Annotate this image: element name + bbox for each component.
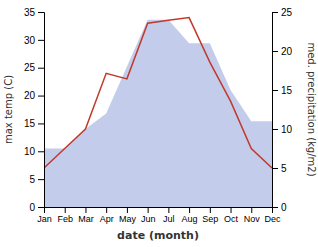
- axis-line: [38, 13, 45, 208]
- tick-mark: [210, 207, 211, 213]
- x-axis-title: date (month): [117, 229, 199, 242]
- tick-mark: [148, 207, 149, 213]
- tick-label: 10: [281, 124, 293, 135]
- tick-label: 30: [24, 35, 36, 46]
- tick-label: 25: [281, 7, 293, 18]
- tick-mark: [106, 207, 107, 213]
- marks: [44, 18, 272, 207]
- plot: JanFebMarAprMayJunJulAugSepOctNovDec0510…: [24, 7, 293, 225]
- chart: JanFebMarAprMayJunJulAugSepOctNovDec0510…: [0, 0, 318, 247]
- tick-label: 20: [24, 90, 36, 101]
- tick-mark: [38, 96, 44, 97]
- y2-axis: 0 5 10 15 20 25: [272, 7, 293, 213]
- tick-mark: [38, 207, 44, 208]
- tick-mark: [272, 51, 278, 52]
- tick: 5: [29, 174, 44, 185]
- area: [44, 20, 272, 207]
- y2-axis-title: med. precipitation (kg/m2): [306, 42, 317, 176]
- tick-mark: [272, 129, 278, 130]
- tick-mark: [38, 40, 44, 41]
- tick-mark: [168, 207, 169, 213]
- axis-line: [273, 13, 279, 208]
- tick-mark: [38, 151, 44, 152]
- tick: Sep: [202, 207, 218, 224]
- tick-label: Dec: [264, 214, 281, 224]
- tick-mark: [231, 207, 232, 213]
- tick: Mar: [78, 207, 94, 224]
- tick-mark: [38, 123, 44, 124]
- tick-mark: [65, 207, 66, 213]
- tick: Feb: [57, 207, 73, 224]
- tick-mark: [272, 12, 278, 13]
- tick-mark: [38, 68, 44, 69]
- tick-mark: [38, 12, 44, 13]
- y-axis: 0 5 10 15 20 25 30 35: [24, 7, 45, 213]
- tick: Apr: [100, 207, 114, 224]
- axis-line: [45, 208, 273, 214]
- tick: 10: [272, 124, 293, 135]
- tick-label: 25: [24, 62, 36, 73]
- tick-mark: [189, 207, 190, 213]
- tick: 20: [24, 90, 44, 101]
- tick-mark: [85, 207, 86, 213]
- tick-mark: [272, 207, 278, 208]
- tick-label: 5: [281, 163, 287, 174]
- tick: 30: [24, 35, 44, 46]
- tick: 15: [272, 85, 293, 96]
- tick: Jan: [37, 207, 52, 224]
- tick-label: Jun: [141, 214, 156, 224]
- tick: Jun: [141, 207, 156, 224]
- tick: 20: [272, 46, 293, 57]
- tick-label: Sep: [202, 214, 218, 224]
- tick-mark: [251, 207, 252, 213]
- tick-label: 0: [281, 202, 287, 213]
- tick-label: May: [119, 214, 137, 224]
- tick-mark: [272, 90, 278, 91]
- tick: 15: [24, 118, 44, 129]
- tick: 10: [24, 146, 44, 157]
- tick: 0: [272, 202, 287, 213]
- tick-label: Oct: [224, 214, 239, 224]
- tick-label: Feb: [57, 214, 73, 224]
- tick-label: 15: [281, 85, 293, 96]
- x-axis: Jan Feb Mar Apr May Jun Jul Aug Sep Oct NovDec: [37, 207, 281, 224]
- tick-label: Nov: [244, 214, 261, 224]
- tick: 25: [24, 62, 44, 73]
- tick-label: Jan: [37, 214, 52, 224]
- tick: May: [119, 207, 137, 224]
- y-axis-title: max temp (C): [3, 75, 14, 144]
- tick: 25: [272, 7, 293, 18]
- tick: Jul: [163, 207, 175, 224]
- tick: Nov: [244, 207, 261, 224]
- tick-label: 35: [24, 7, 36, 18]
- tick-label: 20: [281, 46, 293, 57]
- tick-mark: [127, 207, 128, 213]
- tick-mark: [38, 179, 44, 180]
- tick: Dec: [264, 207, 281, 224]
- tick: 35: [24, 7, 44, 18]
- tick: 0: [29, 202, 44, 213]
- tick-label: Aug: [182, 214, 198, 224]
- tick-label: 15: [24, 118, 36, 129]
- tick-mark: [272, 168, 278, 169]
- line: [44, 18, 272, 168]
- tick-label: 0: [29, 202, 35, 213]
- tick: 5: [272, 163, 287, 174]
- tick-label: 5: [29, 174, 35, 185]
- tick-label: Mar: [78, 214, 94, 224]
- tick-label: Apr: [100, 214, 114, 224]
- tick-label: 10: [24, 146, 36, 157]
- tick: Aug: [182, 207, 198, 224]
- tick-label: Jul: [163, 214, 175, 224]
- tick: Oct: [224, 207, 239, 224]
